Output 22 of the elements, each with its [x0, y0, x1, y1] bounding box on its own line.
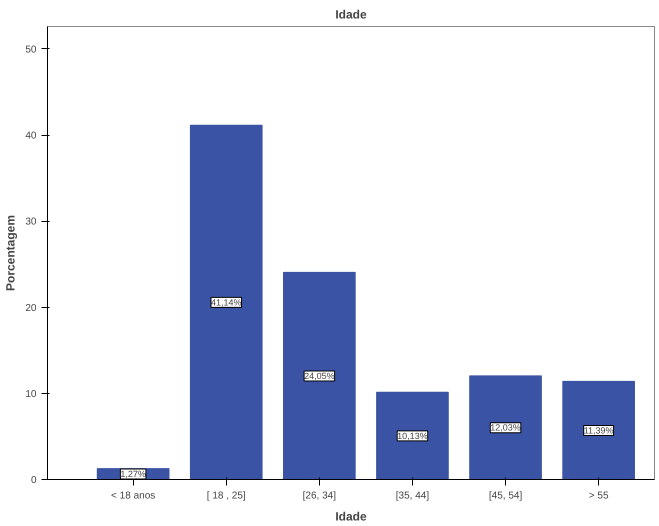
x-tick-label: [ 18 , 25] — [206, 490, 246, 502]
x-tick-label: < 18 anos — [111, 490, 156, 502]
chart-title: Idade — [335, 8, 367, 22]
x-tick-label: [35, 44] — [396, 490, 430, 502]
data-label: 12,03% — [490, 422, 521, 433]
y-tick-label: 10 — [25, 388, 37, 400]
y-tick-label: 30 — [25, 216, 37, 228]
bar — [283, 272, 356, 480]
bar — [376, 392, 449, 480]
bar — [190, 124, 263, 480]
data-label: 1,27% — [120, 469, 146, 480]
x-axis-title: Idade — [335, 510, 367, 524]
y-tick-label: 20 — [25, 302, 37, 314]
bar — [469, 375, 542, 480]
y-tick-label: 0 — [30, 475, 37, 486]
x-tick-label: [45, 54] — [488, 490, 522, 502]
y-tick-label: 40 — [25, 130, 37, 142]
x-tick-label: [26, 34] — [302, 490, 336, 502]
bar — [562, 380, 635, 480]
x-tick-label: > 55 — [588, 490, 609, 502]
y-axis-title: Porcentagem — [3, 214, 18, 292]
y-tick-label: 50 — [25, 44, 37, 56]
